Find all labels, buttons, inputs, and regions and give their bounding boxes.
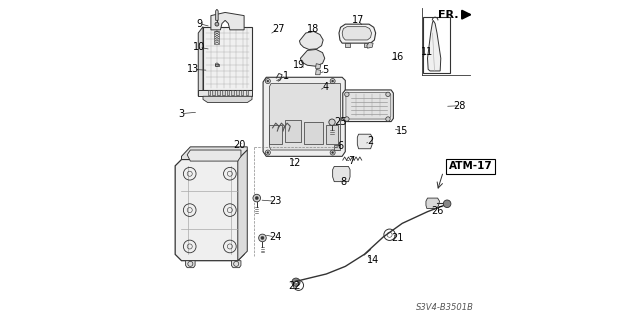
Polygon shape: [367, 42, 373, 48]
Polygon shape: [316, 64, 321, 69]
Text: S3V4-B3501B: S3V4-B3501B: [417, 303, 474, 312]
Polygon shape: [346, 93, 391, 119]
Text: 18: 18: [307, 24, 319, 34]
Polygon shape: [203, 27, 252, 90]
Polygon shape: [222, 90, 225, 95]
Circle shape: [266, 78, 270, 84]
Text: 28: 28: [454, 101, 466, 111]
Polygon shape: [428, 20, 441, 71]
Circle shape: [332, 80, 333, 82]
Text: 25: 25: [334, 116, 347, 127]
Circle shape: [261, 236, 264, 240]
Polygon shape: [246, 90, 248, 95]
Text: 10: 10: [193, 42, 205, 52]
Circle shape: [386, 92, 390, 97]
Circle shape: [332, 152, 333, 153]
Polygon shape: [333, 167, 350, 182]
Polygon shape: [232, 261, 241, 268]
Polygon shape: [212, 90, 215, 95]
Polygon shape: [342, 27, 372, 40]
Text: 5: 5: [323, 65, 328, 75]
Polygon shape: [208, 90, 211, 95]
Bar: [214, 31, 220, 44]
Polygon shape: [186, 261, 195, 268]
Circle shape: [330, 150, 335, 155]
Polygon shape: [316, 69, 321, 75]
Polygon shape: [263, 77, 346, 156]
Text: 9: 9: [196, 19, 202, 28]
Text: FR.: FR.: [438, 10, 458, 20]
Polygon shape: [187, 150, 241, 161]
Polygon shape: [211, 12, 244, 30]
Text: 3: 3: [179, 109, 184, 119]
Text: 17: 17: [352, 15, 364, 26]
Circle shape: [215, 22, 219, 26]
Text: 7: 7: [349, 156, 355, 166]
Polygon shape: [300, 49, 324, 66]
Polygon shape: [269, 84, 340, 150]
Text: 23: 23: [269, 196, 282, 206]
Polygon shape: [227, 90, 229, 95]
Circle shape: [386, 117, 390, 121]
Text: 21: 21: [391, 233, 404, 243]
Polygon shape: [285, 120, 301, 142]
Circle shape: [267, 152, 269, 153]
Text: 4: 4: [323, 82, 328, 92]
Circle shape: [329, 119, 335, 125]
Circle shape: [444, 200, 451, 208]
Text: 27: 27: [272, 24, 285, 34]
Polygon shape: [216, 9, 218, 20]
Circle shape: [266, 150, 270, 155]
Text: 16: 16: [392, 52, 404, 62]
Text: 8: 8: [340, 177, 347, 187]
Polygon shape: [241, 90, 243, 95]
Bar: [423, 17, 450, 72]
Text: 11: 11: [421, 47, 434, 57]
Polygon shape: [198, 27, 203, 96]
Circle shape: [330, 78, 335, 84]
Polygon shape: [175, 160, 244, 261]
Circle shape: [345, 117, 349, 121]
Polygon shape: [232, 90, 234, 95]
Polygon shape: [339, 24, 376, 43]
Text: 1: 1: [283, 71, 289, 81]
Polygon shape: [303, 122, 323, 144]
Polygon shape: [343, 90, 394, 122]
Polygon shape: [203, 96, 252, 103]
Text: 22: 22: [288, 281, 300, 291]
Circle shape: [253, 194, 260, 202]
Polygon shape: [198, 90, 252, 96]
Text: 20: 20: [233, 140, 246, 150]
Polygon shape: [357, 134, 372, 149]
Polygon shape: [236, 90, 239, 95]
Polygon shape: [217, 90, 220, 95]
Polygon shape: [426, 198, 440, 209]
Text: 6: 6: [337, 141, 344, 151]
Polygon shape: [346, 43, 349, 47]
Circle shape: [345, 92, 349, 97]
Polygon shape: [364, 43, 369, 47]
Polygon shape: [334, 145, 340, 150]
Circle shape: [255, 197, 259, 200]
Text: ATM-17: ATM-17: [449, 161, 493, 171]
Text: 13: 13: [188, 64, 200, 74]
Circle shape: [267, 80, 269, 82]
Circle shape: [292, 278, 300, 286]
Text: 14: 14: [367, 255, 380, 265]
Text: 24: 24: [269, 232, 282, 242]
Text: 26: 26: [431, 206, 443, 216]
Polygon shape: [215, 64, 219, 66]
Polygon shape: [326, 125, 339, 144]
Polygon shape: [300, 32, 323, 49]
Polygon shape: [182, 147, 247, 160]
Text: 15: 15: [396, 126, 408, 136]
Circle shape: [294, 281, 298, 284]
Circle shape: [259, 234, 266, 242]
Polygon shape: [269, 125, 282, 144]
Text: 19: 19: [292, 60, 305, 70]
Text: 12: 12: [289, 158, 301, 168]
Text: 2: 2: [367, 136, 373, 146]
Polygon shape: [238, 150, 247, 261]
